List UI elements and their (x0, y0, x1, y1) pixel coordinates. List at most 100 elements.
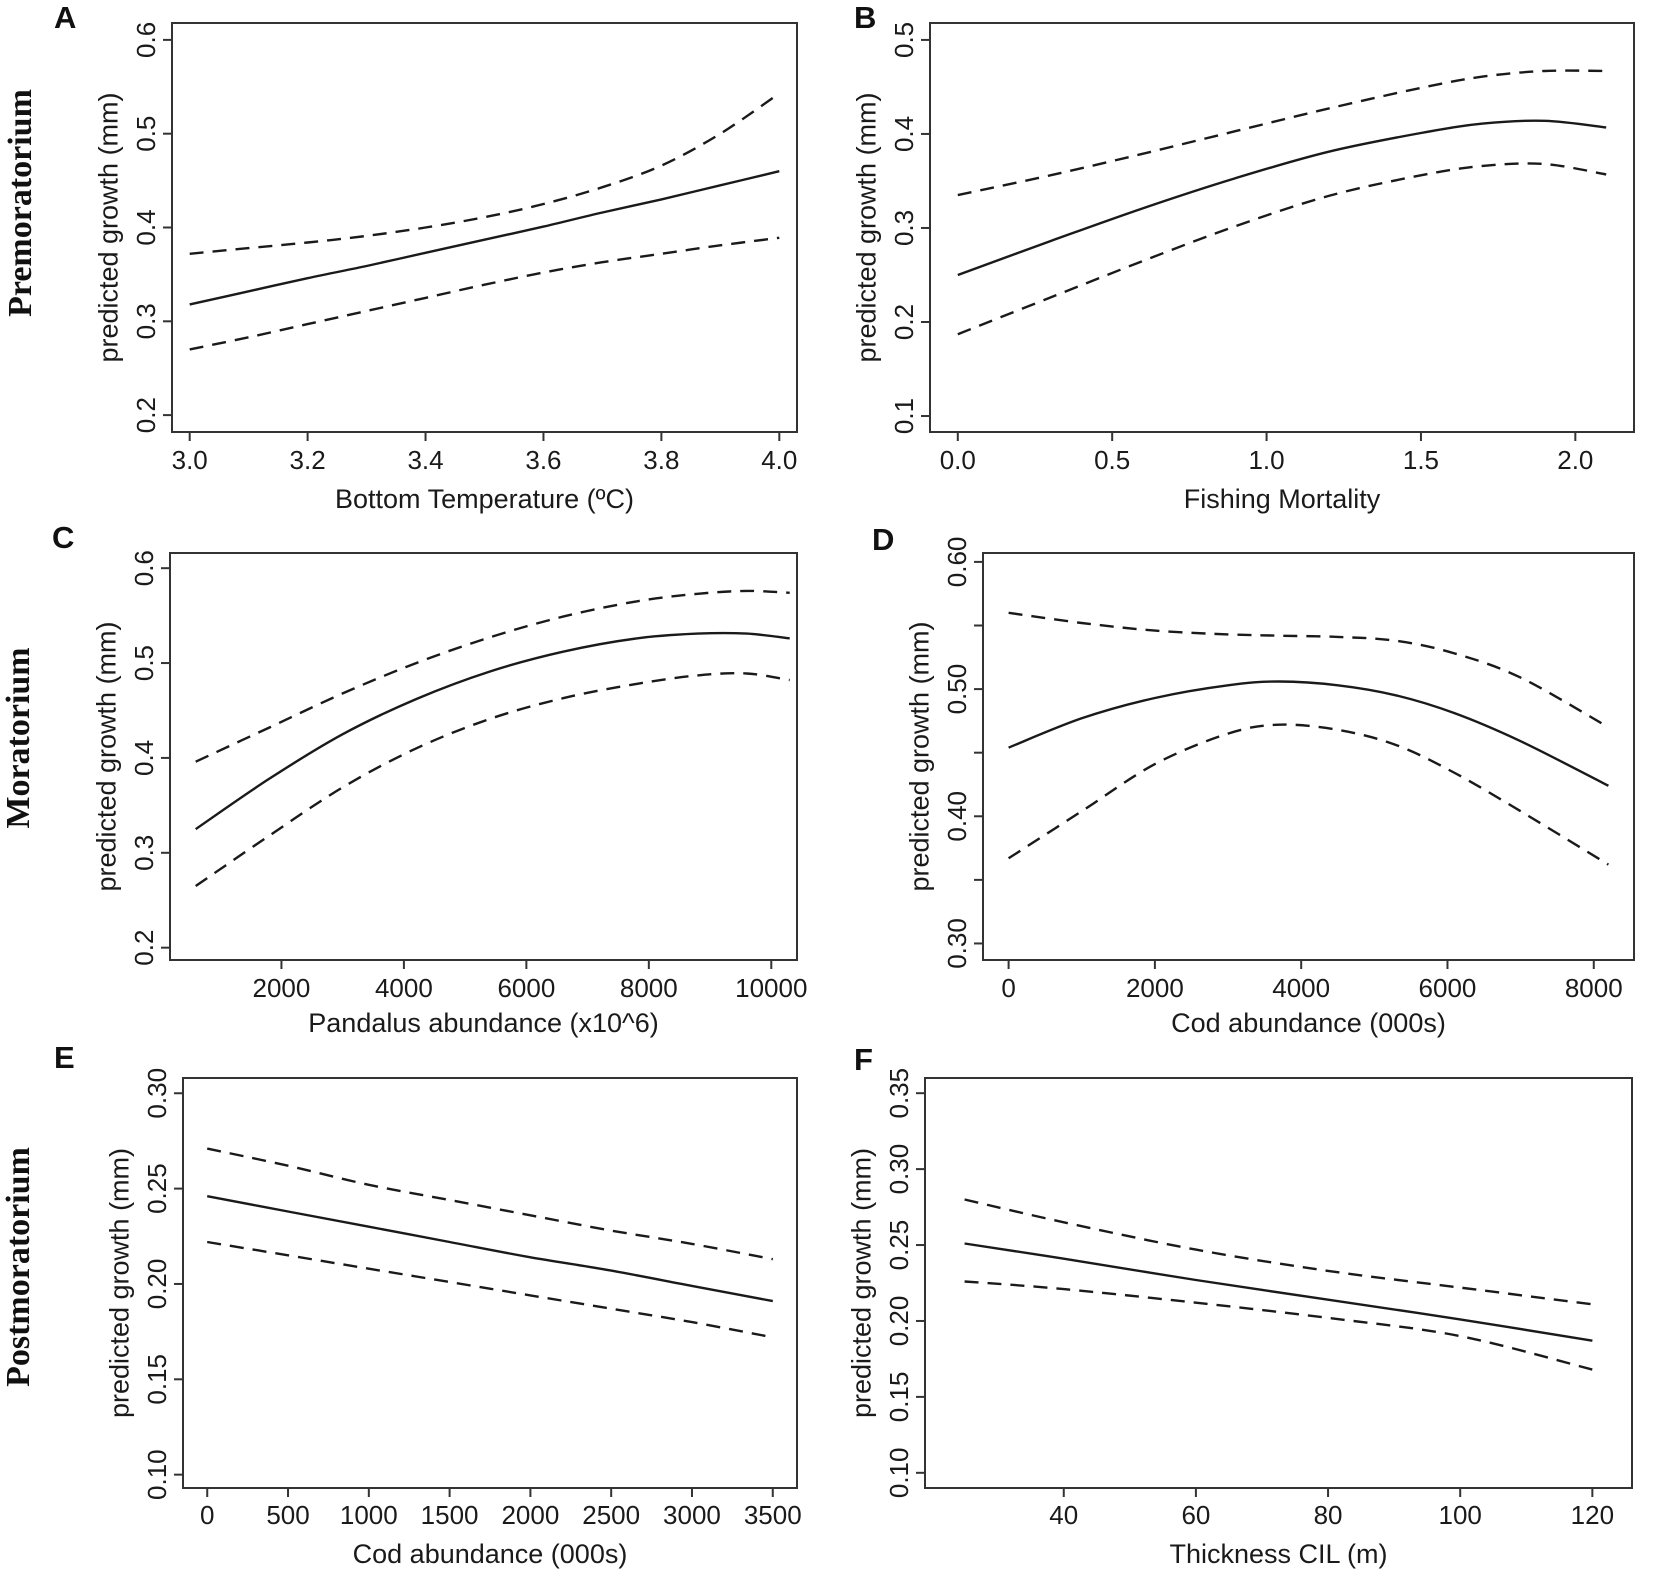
x-tick-label: 4000 (375, 973, 433, 1003)
x-tick-label: 4000 (1272, 973, 1330, 1003)
y-axis-title: predicted growth (mm) (846, 1148, 876, 1418)
x-tick-label: 1500 (421, 1500, 479, 1530)
x-tick-label: 4.0 (761, 445, 797, 475)
x-tick-label: 1.0 (1248, 445, 1284, 475)
fit-curve (189, 170, 780, 306)
y-tick-label: 0.20 (142, 1259, 172, 1310)
y-tick-label: 0.30 (884, 1144, 914, 1195)
lower-ci-curve (1007, 723, 1610, 866)
x-tick-label: 0.0 (940, 445, 976, 475)
lower-ci-curve (964, 1280, 1593, 1371)
y-tick-label: 0.2 (131, 397, 161, 433)
fit-curve (957, 119, 1607, 277)
x-tick-label: 6000 (497, 973, 555, 1003)
y-tick-label: 0.50 (942, 664, 972, 715)
x-tick-label: 3.6 (525, 445, 561, 475)
y-tick-label: 0.2 (129, 930, 159, 966)
y-tick-label: 0.20 (884, 1296, 914, 1347)
y-tick-label: 0.6 (129, 550, 159, 586)
y-tick-label: 0.35 (884, 1068, 914, 1119)
lower-ci-curve (189, 236, 780, 351)
plot-box (169, 552, 798, 961)
x-tick-label: 3.0 (172, 445, 208, 475)
panel-c-plot: 2000 4000 6000 8000 10000 0.2 0.3 0.4 0.5 0.6 Pand… (91, 550, 807, 1038)
panel-e-plot: 0 500 1000 1500 2000 2500 3000 3500 0.10 0.15 0.20… (104, 1068, 802, 1569)
plot-box (171, 22, 798, 433)
fit-curve (195, 631, 790, 831)
y-tick-label: 0.15 (884, 1372, 914, 1423)
y-tick-label: 0.4 (129, 740, 159, 776)
plot-box (929, 22, 1635, 433)
upper-ci-curve (964, 1198, 1593, 1306)
y-tick-label: 0.5 (129, 645, 159, 681)
fit-curve (1008, 680, 1609, 787)
panel-d-plot: 0 2000 4000 6000 8000 0.30 0.40 0.50 0.60 Cod abu… (904, 537, 1635, 1038)
y-tick-label: 0.40 (942, 791, 972, 842)
plot-box (924, 1077, 1633, 1489)
panel-letter-f: F (854, 1042, 873, 1077)
x-tick-label: 10000 (735, 973, 807, 1003)
y-tick-label: 0.4 (131, 209, 161, 245)
panel-a-plot: 3.0 3.2 3.4 3.6 3.8 4.0 0.2 0.3 0.4 0.5 0.6 Bottom … (93, 22, 798, 514)
x-tick-label: 40 (1049, 1500, 1078, 1530)
y-tick-label: 0.30 (942, 918, 972, 969)
fit-curve (206, 1195, 774, 1303)
y-axis-title: predicted growth (mm) (91, 621, 121, 891)
x-tick-label: 3500 (744, 1500, 802, 1530)
x-tick-label: 3.8 (643, 445, 679, 475)
x-tick-label: 2000 (253, 973, 311, 1003)
x-tick-label: 3.4 (407, 445, 443, 475)
panel-letter-d: D (872, 522, 895, 557)
x-axis-title: Fishing Mortality (1184, 484, 1381, 514)
x-tick-label: 0.5 (1094, 445, 1130, 475)
y-tick-label: 0.5 (889, 22, 919, 58)
x-tick-label: 3000 (663, 1500, 721, 1530)
x-tick-label: 0 (1001, 973, 1015, 1003)
y-tick-label: 0.15 (142, 1354, 172, 1405)
y-tick-label: 0.10 (142, 1449, 172, 1500)
lower-ci-curve (957, 162, 1607, 336)
x-tick-label: 80 (1314, 1500, 1343, 1530)
y-tick-label: 0.2 (889, 304, 919, 340)
upper-ci-curve (1008, 611, 1609, 729)
x-tick-label: 120 (1571, 1500, 1614, 1530)
x-tick-label: 60 (1181, 1500, 1210, 1530)
fit-curve (964, 1242, 1593, 1342)
y-axis-title: predicted growth (mm) (104, 1148, 134, 1418)
upper-ci-curve (189, 92, 780, 255)
x-axis-title: Cod abundance (000s) (353, 1539, 628, 1569)
x-tick-label: 0 (200, 1500, 214, 1530)
x-axis-title: Bottom Temperature (ºC) (335, 484, 634, 514)
lower-ci-curve (195, 672, 790, 887)
y-tick-label: 0.30 (142, 1068, 172, 1119)
upper-ci-curve (957, 69, 1607, 197)
x-tick-label: 8000 (620, 973, 678, 1003)
panel-letter-c: C (52, 520, 75, 555)
x-axis-title: Thickness CIL (m) (1169, 1539, 1387, 1569)
y-tick-label: 0.1 (889, 398, 919, 434)
x-tick-label: 2500 (582, 1500, 640, 1530)
x-tick-label: 2000 (501, 1500, 559, 1530)
y-axis-title: predicted growth (mm) (851, 92, 881, 362)
panel-b-plot: 0.0 0.5 1.0 1.5 2.0 0.1 0.2 0.3 0.4 0.5 Fishing Mo… (851, 22, 1635, 514)
lower-ci-curve (207, 1240, 774, 1339)
panel-letter-e: E (54, 1040, 75, 1075)
y-tick-label: 0.3 (131, 303, 161, 339)
x-tick-label: 3.2 (290, 445, 326, 475)
y-tick-label: 0.25 (884, 1220, 914, 1271)
y-tick-label: 0.5 (131, 116, 161, 152)
x-tick-label: 1000 (340, 1500, 398, 1530)
x-tick-label: 2000 (1126, 973, 1184, 1003)
y-tick-label: 0.4 (889, 116, 919, 152)
panel-letter-b: B (854, 0, 877, 35)
y-tick-label: 0.3 (129, 835, 159, 871)
y-tick-label: 0.6 (131, 22, 161, 58)
x-axis-title: Pandalus abundance (x10^6) (308, 1008, 658, 1038)
x-tick-label: 6000 (1419, 973, 1477, 1003)
x-tick-label: 8000 (1565, 973, 1623, 1003)
x-tick-label: 2.0 (1557, 445, 1593, 475)
plot-box (982, 552, 1635, 961)
upper-ci-curve (206, 1147, 774, 1261)
panel-letter-a: A (54, 0, 77, 35)
